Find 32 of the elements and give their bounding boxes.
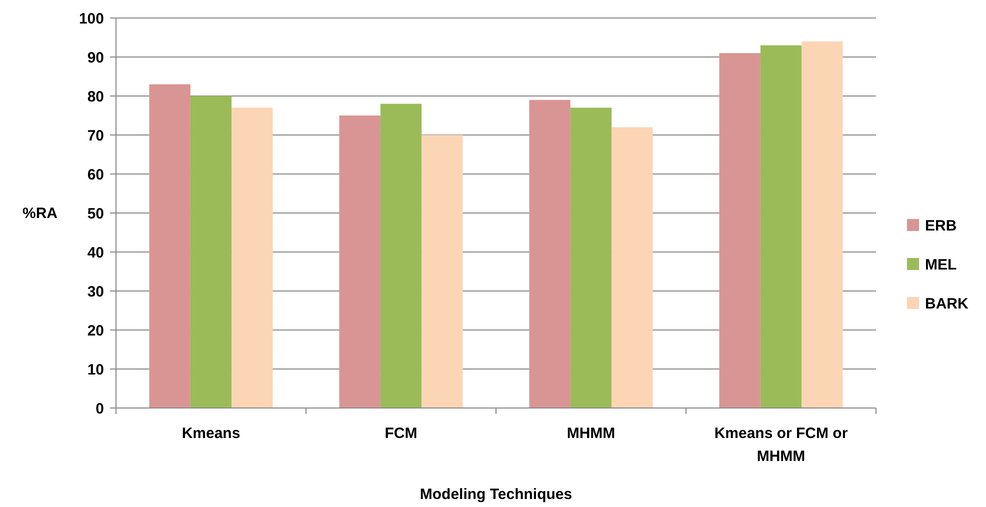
y-tick-label: 10 bbox=[87, 361, 104, 378]
y-tick-label: 30 bbox=[87, 283, 104, 300]
bar bbox=[190, 96, 232, 408]
y-tick-label: 20 bbox=[87, 322, 104, 340]
bar bbox=[380, 104, 422, 408]
y-tick-label: 80 bbox=[87, 88, 104, 106]
x-tick-label: FCM bbox=[384, 425, 418, 442]
y-tick-label: 100 bbox=[78, 10, 104, 28]
y-axis-title: %RA bbox=[22, 205, 58, 222]
y-tick-label: 90 bbox=[87, 49, 104, 66]
bar bbox=[760, 45, 802, 408]
legend-label: MEL bbox=[925, 256, 957, 274]
bar bbox=[612, 127, 653, 408]
legend-label: ERB bbox=[925, 217, 957, 234]
x-axis-title: Modeling Techniques bbox=[420, 486, 572, 503]
bar bbox=[422, 135, 463, 408]
y-tick-label: 40 bbox=[87, 244, 104, 262]
legend-label: BARK bbox=[925, 295, 968, 312]
bar bbox=[149, 84, 190, 408]
bar bbox=[339, 116, 380, 408]
x-tick-label: Kmeans or FCM or MHMM bbox=[714, 425, 848, 465]
bar bbox=[529, 100, 570, 408]
bar bbox=[802, 41, 843, 408]
x-tick-label: MHMM bbox=[566, 425, 616, 442]
bar bbox=[570, 108, 612, 408]
y-tick-label: 50 bbox=[87, 205, 104, 222]
bar bbox=[232, 108, 273, 408]
y-tick-label: 70 bbox=[87, 127, 104, 144]
y-tick-label: 0 bbox=[96, 400, 104, 418]
x-tick-label: Kmeans bbox=[182, 425, 240, 442]
y-tick-label: 60 bbox=[87, 166, 104, 184]
bar bbox=[719, 53, 760, 408]
